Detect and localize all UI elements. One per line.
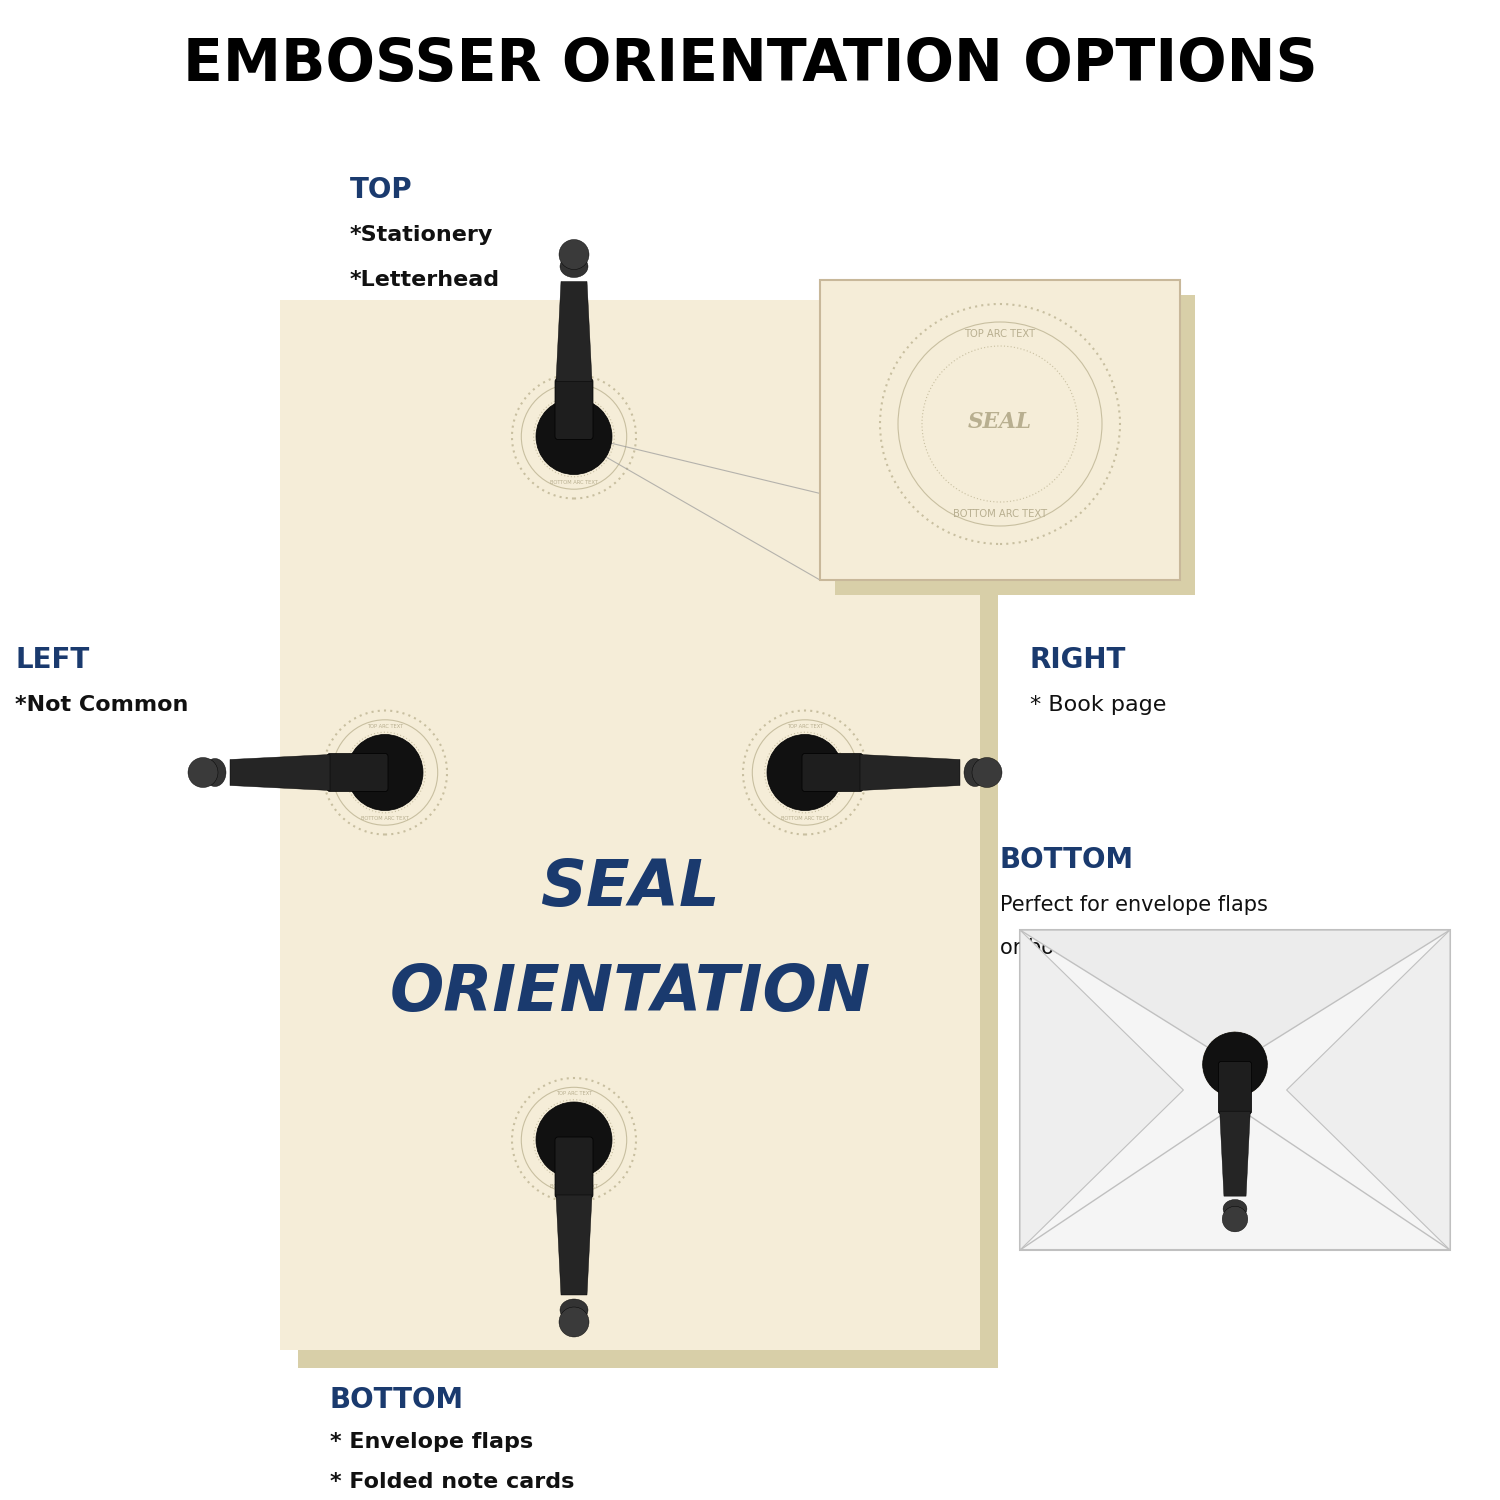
Text: TOP: TOP [350, 176, 412, 204]
Text: TOP ARC TEXT: TOP ARC TEXT [788, 723, 824, 729]
FancyBboxPatch shape [327, 753, 388, 792]
FancyBboxPatch shape [802, 753, 862, 792]
Ellipse shape [560, 1299, 588, 1322]
Text: *Letterhead: *Letterhead [350, 270, 500, 290]
Text: BOTTOM: BOTTOM [1000, 846, 1134, 874]
Text: SEAL: SEAL [558, 429, 591, 439]
Text: TOP ARC TEXT: TOP ARC TEXT [964, 328, 1035, 339]
Bar [1020, 930, 1450, 1250]
Circle shape [346, 735, 423, 810]
Circle shape [766, 735, 843, 810]
Text: TOP ARC TEXT: TOP ARC TEXT [368, 723, 404, 729]
Ellipse shape [560, 255, 588, 278]
Text: BOTTOM ARC TEXT: BOTTOM ARC TEXT [362, 816, 410, 822]
Circle shape [536, 1102, 612, 1178]
Text: or bottom of page seals: or bottom of page seals [1000, 938, 1248, 958]
Text: SEAL: SEAL [558, 1132, 591, 1143]
Text: TOP ARC TEXT: TOP ARC TEXT [1222, 1038, 1248, 1042]
Circle shape [1222, 1206, 1248, 1231]
Circle shape [1203, 1032, 1268, 1096]
Text: SEAL: SEAL [1224, 1059, 1245, 1066]
Text: * Envelope flaps: * Envelope flaps [330, 1432, 532, 1452]
Text: BOTTOM ARC TEXT: BOTTOM ARC TEXT [550, 480, 598, 486]
FancyBboxPatch shape [555, 378, 592, 440]
Text: BOTTOM ARC TEXT: BOTTOM ARC TEXT [952, 509, 1047, 519]
FancyBboxPatch shape [555, 1137, 592, 1198]
Bar [298, 318, 998, 1368]
Circle shape [560, 240, 590, 270]
Polygon shape [1020, 930, 1184, 1250]
Ellipse shape [204, 759, 226, 786]
Text: EMBOSSER ORIENTATION OPTIONS: EMBOSSER ORIENTATION OPTIONS [183, 36, 1317, 93]
Text: TOP ARC TEXT: TOP ARC TEXT [556, 387, 592, 393]
Text: BOTTOM: BOTTOM [330, 1386, 464, 1414]
Polygon shape [556, 282, 592, 381]
Polygon shape [1220, 1112, 1251, 1196]
FancyBboxPatch shape [1218, 1062, 1251, 1114]
Circle shape [188, 758, 218, 788]
Text: BOTTOM ARC TEXT: BOTTOM ARC TEXT [782, 816, 830, 822]
Bar [821, 280, 1180, 580]
Text: SEAL: SEAL [540, 856, 720, 920]
Polygon shape [859, 754, 960, 790]
Circle shape [536, 399, 612, 474]
Ellipse shape [1222, 1200, 1246, 1218]
Ellipse shape [964, 759, 986, 786]
Text: *Stationery: *Stationery [350, 225, 494, 245]
Text: LEFT: LEFT [15, 646, 90, 674]
Text: SEAL: SEAL [968, 411, 1032, 434]
Text: SEAL: SEAL [369, 765, 402, 776]
Text: ORIENTATION: ORIENTATION [390, 962, 870, 1024]
Circle shape [972, 758, 1002, 788]
Text: *Not Common: *Not Common [15, 694, 189, 715]
Text: * Folded note cards: * Folded note cards [330, 1472, 574, 1492]
Polygon shape [1020, 930, 1450, 1065]
Bar [836, 296, 1196, 596]
Polygon shape [556, 1196, 592, 1294]
Text: Perfect for envelope flaps: Perfect for envelope flaps [1000, 896, 1268, 915]
Circle shape [560, 1306, 590, 1336]
Text: BOTTOM ARC TEXT: BOTTOM ARC TEXT [550, 1184, 598, 1190]
Polygon shape [230, 754, 330, 790]
Text: RIGHT: RIGHT [1030, 646, 1126, 674]
Text: TOP ARC TEXT: TOP ARC TEXT [556, 1090, 592, 1096]
Text: * Book page: * Book page [1030, 694, 1167, 715]
Bar [280, 300, 980, 1350]
Polygon shape [1287, 930, 1450, 1250]
Text: SEAL: SEAL [789, 765, 822, 776]
Text: BOTTOM ARC TEXT: BOTTOM ARC TEXT [1218, 1086, 1251, 1090]
